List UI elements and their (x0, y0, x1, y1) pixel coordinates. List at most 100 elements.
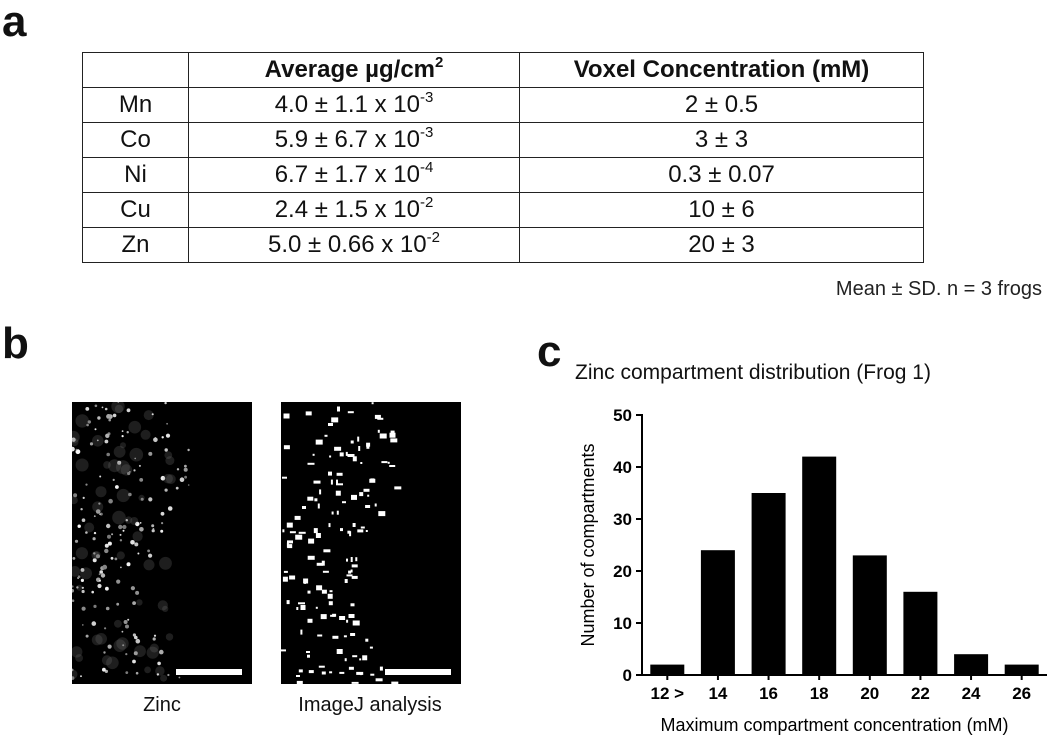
zinc-haze (72, 566, 81, 577)
imagej-blob (359, 673, 362, 676)
zinc-dot (105, 433, 110, 438)
zinc-haze (132, 531, 143, 542)
zinc-haze (92, 435, 104, 447)
imagej-blob (295, 534, 303, 540)
average-value: 6.7 ± 1.7 x 10 (274, 161, 420, 188)
zinc-dot (91, 621, 97, 626)
zinc-haze (108, 459, 122, 473)
imagej-blob (347, 454, 355, 457)
zinc-dot (103, 651, 106, 654)
zinc-haze (164, 451, 173, 459)
zinc-haze (72, 669, 78, 679)
imagej-blob (351, 575, 358, 579)
imagej-blob (287, 544, 293, 549)
zinc-dot (135, 638, 141, 644)
zinc-dot (93, 515, 96, 518)
zinc-haze (120, 464, 133, 476)
zinc-haze (130, 517, 139, 525)
header-superscript: 2 (435, 54, 444, 71)
zinc-dot (176, 468, 180, 471)
zinc-haze (124, 516, 133, 524)
zinc-dot (80, 568, 85, 572)
zinc-dot (125, 519, 128, 522)
zinc-haze (72, 646, 83, 658)
imagej-blob (307, 654, 310, 658)
zinc-haze (163, 473, 173, 484)
zinc-dot (100, 573, 106, 578)
zinc-dot (178, 676, 181, 679)
imagej-blob (312, 453, 315, 456)
zinc-dot (139, 478, 144, 482)
average-cell: 2.4 ± 1.5 x 10-2 (188, 192, 520, 228)
zinc-dot (104, 669, 108, 673)
zinc-dot (81, 589, 85, 594)
zinc-dot (133, 651, 138, 656)
imagej-blob (377, 417, 384, 420)
zinc-dot (107, 541, 112, 546)
imagej-blob (363, 488, 370, 492)
imagej-blob (360, 526, 365, 529)
imagej-blob (339, 616, 346, 620)
imagej-blob (282, 576, 288, 582)
zinc-dot (119, 539, 123, 542)
zinc-dot (112, 478, 115, 481)
zinc-dot (108, 418, 111, 422)
header-average-label: Average µg/cm (264, 56, 435, 83)
imagej-blob (286, 542, 289, 548)
zinc-haze (95, 633, 107, 645)
imagej-blob (317, 634, 323, 637)
imagej-blob (327, 593, 333, 599)
table-row: Mn 4.0 ± 1.1 x 10-3 2 ± 0.5 (82, 87, 924, 123)
zinc-dot (151, 413, 154, 416)
zinc-haze (136, 599, 143, 606)
imagej-blob (296, 680, 303, 684)
zinc-dot (92, 537, 96, 541)
voxel-cell: 20 ± 3 (519, 227, 924, 263)
zinc-dot (135, 521, 140, 527)
zinc-dot (77, 524, 81, 528)
zinc-haze (165, 633, 174, 641)
y-tick-label: 10 (613, 614, 632, 633)
zinc-dot (99, 475, 102, 478)
imagej-blob (377, 429, 380, 433)
zinc-dot (74, 539, 79, 543)
imagej-blob (307, 618, 313, 623)
zinc-dot (102, 667, 106, 672)
y-tick-label: 20 (613, 562, 632, 581)
imagej-blob (379, 433, 387, 439)
zinc-dot (112, 413, 117, 418)
zinc-haze (162, 605, 169, 612)
imagej-blob (328, 423, 333, 426)
zinc-dot (81, 606, 86, 611)
imagej-blob (319, 489, 322, 495)
zinc-haze (93, 551, 101, 559)
zinc-haze (120, 442, 126, 449)
zinc-haze (140, 429, 151, 440)
zinc-dot (187, 484, 190, 486)
zinc-dot (99, 579, 101, 582)
zinc-dot (115, 485, 119, 489)
imagej-blob (352, 456, 357, 462)
imagej-blob (339, 671, 345, 674)
zinc-dot (72, 585, 74, 588)
zinc-haze (75, 414, 89, 428)
imagej-blob (329, 590, 333, 593)
average-value: 2.4 ± 1.5 x 10 (274, 196, 420, 223)
zinc-haze (157, 600, 168, 611)
zinc-dot (156, 673, 160, 676)
table-row: Ni 6.7 ± 1.7 x 10-4 0.3 ± 0.07 (82, 157, 924, 193)
imagej-blob (355, 557, 358, 562)
zinc-dot (116, 602, 120, 606)
zinc-dot (98, 573, 101, 576)
y-tick-label: 0 (623, 666, 632, 685)
imagej-blob (298, 531, 306, 534)
zinc-dot (96, 554, 100, 559)
zinc-haze (80, 567, 92, 580)
zinc-dot (81, 586, 84, 589)
zinc-dot (85, 407, 90, 411)
imagej-blob (374, 414, 381, 419)
imagej-blob (289, 575, 296, 580)
imagej-blob (347, 530, 351, 534)
zinc-dot (106, 414, 111, 419)
